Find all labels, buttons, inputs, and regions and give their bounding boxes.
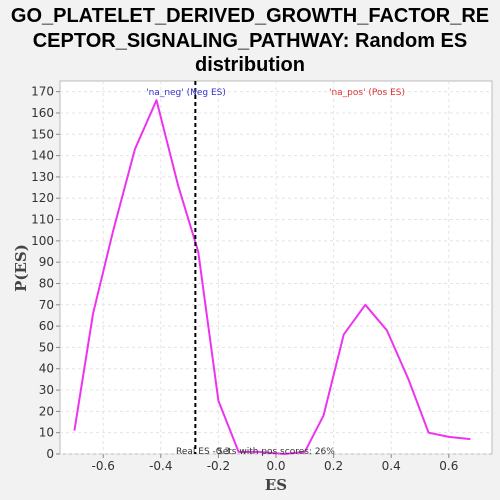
neg-es-label: 'na_neg' (Neg ES)	[146, 88, 226, 98]
chart-title-line-1: GO_PLATELET_DERIVED_GROWTH_FACTOR_RE	[11, 5, 489, 27]
y-axis-ticks: 0 10 20 30 40 50 60 70 80 90 100 110 120 130 140 150 160…	[31, 85, 60, 461]
pos-es-label: 'na_pos' (Pos ES)	[329, 88, 405, 98]
series-layer	[73, 99, 471, 455]
y-tick-label: 140	[31, 149, 54, 163]
x-tick-label: 0.6	[439, 459, 458, 473]
x-tick-label: -0.2	[207, 459, 230, 473]
y-tick-label: 100	[31, 234, 54, 248]
y-tick-label: 90	[39, 255, 54, 269]
es-distribution-line	[73, 99, 471, 455]
y-tick-label: 150	[31, 127, 54, 141]
grid	[60, 81, 492, 455]
y-tick-label: 50	[39, 340, 54, 354]
x-axis-ticks: -0.6 -0.4 -0.2 0.0 0.2 0.4 0.6	[91, 454, 458, 473]
x-tick-label: 0.4	[382, 459, 401, 473]
y-tick-label: 70	[39, 298, 54, 312]
y-tick-label: 20	[39, 404, 54, 418]
y-tick-label: 160	[31, 106, 54, 120]
y-tick-label: 60	[39, 319, 54, 333]
y-tick-label: 130	[31, 170, 54, 184]
y-tick-label: 0	[46, 447, 54, 461]
y-tick-label: 40	[39, 362, 54, 376]
y-tick-label: 10	[39, 426, 54, 440]
y-tick-label: 110	[31, 213, 54, 227]
chart-title-line-2: CEPTOR_SIGNALING_PATHWAY: Random ES	[33, 30, 468, 52]
y-axis-label: P(ES)	[12, 244, 30, 292]
x-tick-label: 0.0	[266, 459, 285, 473]
y-tick-label: 170	[31, 85, 54, 99]
pos-scores-text: Sets with pos scores: 26%	[217, 447, 335, 457]
x-tick-label: -0.6	[91, 459, 114, 473]
chart-title-line-3: distribution	[195, 54, 305, 76]
x-tick-label: -0.4	[149, 459, 172, 473]
x-axis-label: ES	[265, 476, 287, 494]
x-tick-label: 0.2	[324, 459, 343, 473]
y-tick-label: 80	[39, 276, 54, 290]
y-tick-label: 120	[31, 191, 54, 205]
y-tick-label: 30	[39, 383, 54, 397]
real-es-text: Real ES -0.3	[176, 447, 230, 457]
